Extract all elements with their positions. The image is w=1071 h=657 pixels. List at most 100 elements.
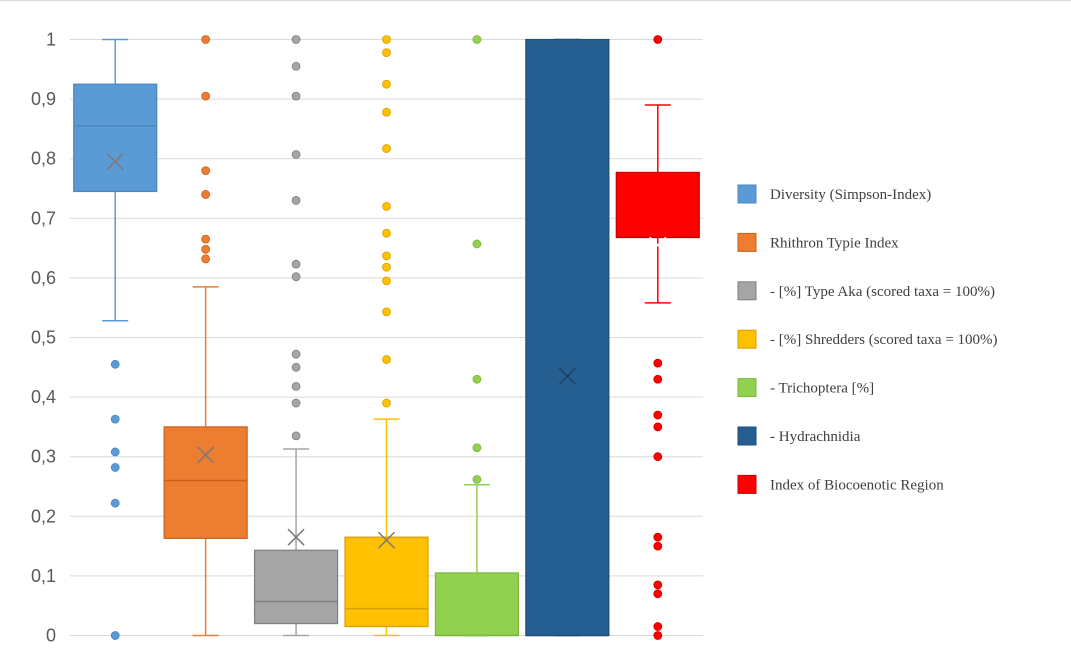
outlier-point xyxy=(472,374,482,384)
legend-swatch xyxy=(737,378,757,398)
outlier-point xyxy=(291,35,301,44)
outlier-point xyxy=(382,276,391,286)
legend-label: - Hydrachnidia xyxy=(770,429,861,445)
legend-item: - [%] Type Aka (scored taxa = 100%) xyxy=(737,281,995,301)
outlier-point xyxy=(382,355,391,364)
y-tick-label: 0,4 xyxy=(31,387,56,407)
outlier-point xyxy=(291,431,301,441)
outlier-point xyxy=(110,414,120,424)
outlier-point xyxy=(201,91,211,101)
y-tick-label: 0,8 xyxy=(31,149,56,169)
mean-marker-stroke xyxy=(377,531,396,549)
outlier-point xyxy=(382,201,391,211)
outlier-point xyxy=(201,254,211,264)
box-series-5 xyxy=(434,35,520,637)
outlier-point xyxy=(291,381,301,391)
outlier-point xyxy=(201,35,211,44)
outlier-point xyxy=(291,398,301,408)
outlier-point xyxy=(291,259,301,269)
box xyxy=(434,572,520,637)
box xyxy=(525,38,610,637)
legend-swatch xyxy=(737,184,757,204)
legend-item: - [%] Shredders (scored taxa = 100%) xyxy=(737,329,998,349)
box-series-1 xyxy=(73,38,158,640)
legend-swatch xyxy=(737,232,757,252)
outlier-point xyxy=(653,532,663,542)
outlier-point xyxy=(382,35,391,44)
outlier-point xyxy=(653,580,663,590)
legend-label: Index of Biocoenotic Region xyxy=(770,477,944,493)
legend-label: Diversity (Simpson-Index) xyxy=(770,187,931,203)
outlier-point xyxy=(653,622,663,631)
outlier-point xyxy=(382,262,391,272)
y-tick-label: 0,5 xyxy=(31,328,56,348)
legend-swatch xyxy=(737,474,757,494)
outlier-point xyxy=(201,234,211,244)
outlier-point xyxy=(472,35,482,44)
outlier-point xyxy=(110,359,120,369)
box xyxy=(344,536,429,628)
y-tick-label: 0,2 xyxy=(31,506,56,526)
outlier-point xyxy=(653,374,663,384)
outlier-point xyxy=(382,48,391,58)
box xyxy=(253,549,339,625)
outlier-point xyxy=(291,349,301,359)
y-tick-label: 0,3 xyxy=(31,447,56,467)
legend-item: - Trichoptera [%] xyxy=(737,378,874,398)
y-axis-tick-labels: 0 0,1 0,2 0,3 0,4 0,5 0,6 0,7 0,8 0,9 1 xyxy=(31,30,56,646)
legend-swatch xyxy=(737,329,757,349)
mean-marker xyxy=(649,236,667,254)
outlier-point xyxy=(291,362,301,372)
outlier-point xyxy=(382,228,391,238)
outlier-point xyxy=(110,631,120,640)
legend-item: - Hydrachnidia xyxy=(737,426,861,446)
y-tick-label: 0,1 xyxy=(31,566,56,586)
y-tick-label: 0,7 xyxy=(31,208,56,228)
outlier-point xyxy=(291,91,301,101)
outlier-point xyxy=(382,144,391,153)
outlier-point xyxy=(201,166,211,176)
mean-marker xyxy=(287,528,305,546)
outlier-point xyxy=(653,631,663,640)
box-series-7 xyxy=(615,35,700,640)
y-tick-label: 0 xyxy=(46,626,56,646)
outlier-point xyxy=(291,272,301,282)
outlier-point xyxy=(201,190,211,199)
mean-marker xyxy=(197,446,215,464)
y-tick-label: 0,9 xyxy=(31,89,56,109)
box xyxy=(163,426,248,539)
mean-marker-stroke xyxy=(197,446,215,464)
box-series-3 xyxy=(253,35,339,637)
outlier-point xyxy=(382,79,391,89)
mean-marker-stroke xyxy=(649,236,667,254)
y-tick-label: 1 xyxy=(46,30,56,50)
box-series-6 xyxy=(525,38,610,637)
box xyxy=(615,171,700,238)
boxplot-series xyxy=(73,35,700,640)
outlier-point xyxy=(110,463,120,472)
box xyxy=(73,83,158,193)
outlier-point xyxy=(653,35,663,44)
outlier-point xyxy=(382,107,391,117)
legend-item: Index of Biocoenotic Region xyxy=(737,474,944,494)
outlier-point xyxy=(653,589,663,599)
box-series-4 xyxy=(344,35,429,637)
outlier-point xyxy=(653,358,663,368)
mean-marker-stroke xyxy=(287,528,305,546)
legend-label: - [%] Type Aka (scored taxa = 100%) xyxy=(770,284,995,300)
outlier-point xyxy=(110,447,120,457)
mean-marker xyxy=(377,531,396,549)
legend-item: Diversity (Simpson-Index) xyxy=(737,184,931,204)
legend-label: Rhithron Typie Index xyxy=(770,235,899,251)
legend-label: - [%] Shredders (scored taxa = 100%) xyxy=(770,332,998,348)
outlier-point xyxy=(382,251,391,261)
outlier-point xyxy=(653,541,663,551)
outlier-point xyxy=(291,61,301,71)
y-tick-label: 0,6 xyxy=(31,268,56,288)
mean-marker-stroke xyxy=(106,153,124,171)
outlier-point xyxy=(472,443,482,453)
outlier-point xyxy=(653,452,663,462)
outlier-point xyxy=(382,307,391,317)
